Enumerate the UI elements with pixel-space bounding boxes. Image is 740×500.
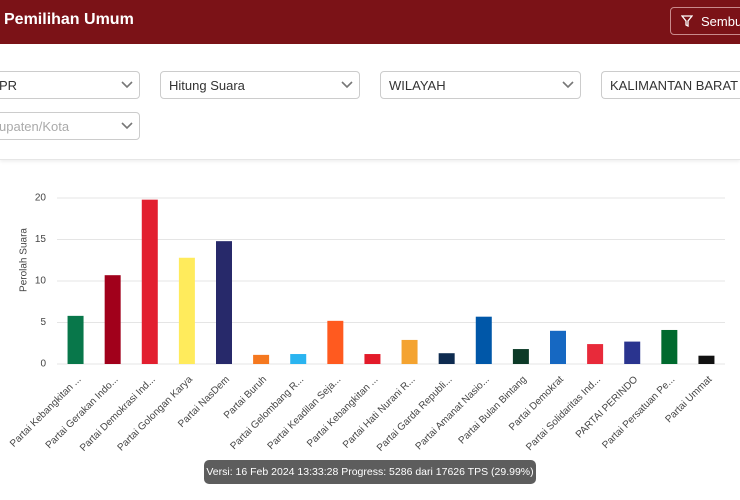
dropdown[interactable]: WILAYAH [380,71,581,99]
dropdown-value: Hitung Suara [169,78,245,93]
bar [438,353,455,364]
dropdown-value: PR [0,78,18,93]
x-tick-label: Partai Amanat Nasio... [414,374,492,452]
bar [216,241,232,364]
bar [253,354,270,364]
y-tick-label: 10 [35,276,47,287]
bar [67,315,84,364]
x-tick-label: Partai Solidaritas Ind... [524,374,603,453]
bar [624,341,641,364]
x-tick-label: Partai Hati Nurani R... [341,374,418,451]
version-info: Versi: 16 Feb 2024 13:33:28 Progress: 52… [204,460,536,484]
x-tick-label: Partai Garda Republi... [375,374,455,454]
chevron [562,81,574,89]
dropdown[interactable]: KALIMANTAN BARAT [601,71,740,99]
x-tick-label: Partai Gerakan Indo... [44,374,121,451]
chevron [341,81,353,89]
bar [141,199,158,364]
page-title: Pemilihan Umum [4,11,134,28]
dropdown[interactable]: upaten/Kota [0,112,140,140]
dropdown[interactable]: PR [0,71,140,99]
x-tick-label: Partai Gelombang R... [228,374,306,452]
y-tick-label: 15 [35,234,47,245]
dropdown-value: WILAYAH [389,78,446,93]
y-tick-label: 0 [40,359,46,370]
bar [661,329,678,364]
chevron [121,122,133,130]
x-tick-label: Partai Demokrasi Ind... [78,374,158,454]
toggle-filter-button[interactable]: Sembu [670,7,740,35]
y-tick-label: 20 [35,193,47,204]
y-axis-label: Perolah Suara [19,228,30,292]
x-tick-label: Partai Keadilan Seja... [266,374,344,452]
bar [178,257,195,364]
bar [698,355,715,364]
x-tick-label: Partai Kebangkitan ... [305,374,380,449]
dropdown[interactable]: Hitung Suara [160,71,360,99]
filter-panel: PR Hitung Suara WILAYAH KALIMANTAN BARAT… [0,44,740,160]
header: Pemilihan Umum Sembu [0,0,740,44]
bar [475,316,492,364]
bar [327,320,344,364]
dropdown-value: KALIMANTAN BARAT [610,78,739,93]
bar [587,344,604,364]
bar [550,330,566,364]
y-tick-label: 5 [40,317,46,328]
chevron [121,81,133,89]
x-tick-label: Partai Kebangkitan ... [8,374,83,449]
x-tick-label: Partai Bulan Bintang [457,374,529,446]
bar [401,339,418,364]
x-tick-label: Partai Golongan Karya [116,374,196,454]
bar [104,275,121,364]
filter-icon [681,15,693,27]
bar [512,349,529,364]
bar [364,354,381,364]
button-label: Sembu [701,14,740,29]
dropdown-placeholder: upaten/Kota [0,119,70,134]
x-tick-label: PARTAI PERINDO [574,374,640,440]
x-tick-label: Partai Persatuan Pe... [600,374,677,451]
bar [290,354,307,364]
